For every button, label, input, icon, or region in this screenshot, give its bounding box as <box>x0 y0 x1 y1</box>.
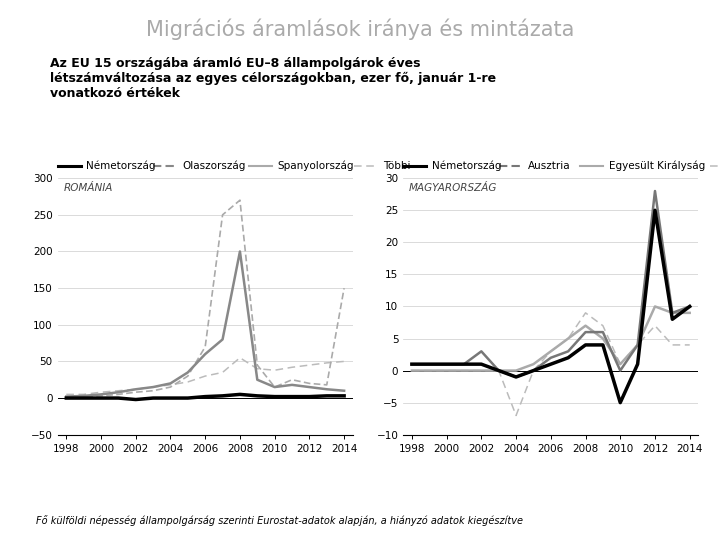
Text: Az EU 15 országába áramló EU–8 állampolgárok éves
létszámváltozása az egyes célo: Az EU 15 országába áramló EU–8 állampolg… <box>50 57 497 100</box>
Text: Németország: Németország <box>432 160 502 171</box>
Text: Olaszország: Olaszország <box>182 160 246 171</box>
Text: Egyesült Királyság: Egyesült Királyság <box>608 160 705 171</box>
Text: Migrációs áramlások iránya és mintázata: Migrációs áramlások iránya és mintázata <box>146 19 574 40</box>
Text: MAGYARORSZÁG: MAGYARORSZÁG <box>409 184 498 193</box>
Text: ROMÁNIA: ROMÁNIA <box>63 184 113 193</box>
Text: Ausztria: Ausztria <box>528 161 570 171</box>
Text: Spanyolország: Spanyolország <box>278 160 354 171</box>
Text: Többi: Többi <box>383 161 410 171</box>
Text: Németország: Németország <box>86 160 156 171</box>
Text: Fő külföldi népesség állampolgárság szerinti Eurostat-adatok alapján, a hiányzó : Fő külföldi népesség állampolgárság szer… <box>36 516 523 526</box>
